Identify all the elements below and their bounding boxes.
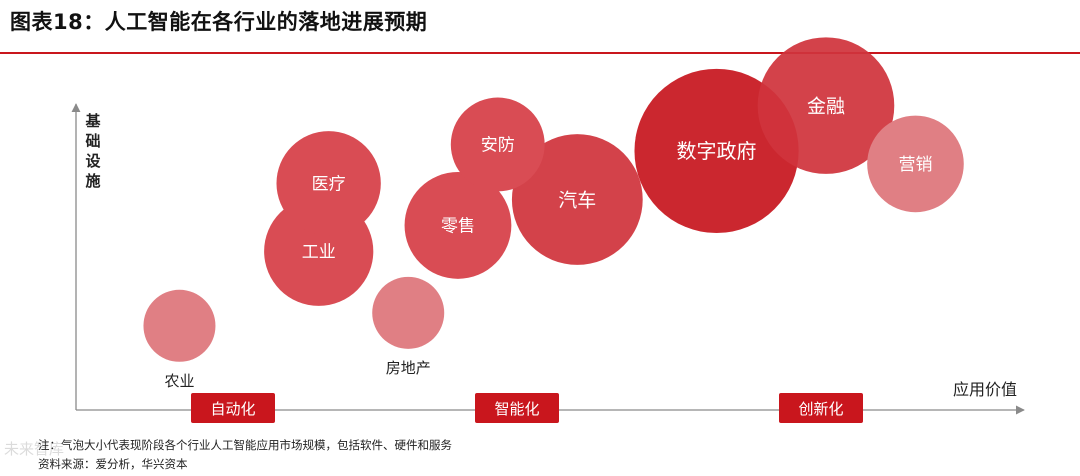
y-axis-label-char: 基 [84, 112, 101, 130]
page-title: 图表18：人工智能在各行业的落地进展预期 [10, 10, 428, 34]
bubble-安防: 安防 [450, 97, 545, 192]
stage-badge: 自动化 [191, 393, 275, 423]
y-axis-label-char: 设 [85, 152, 100, 170]
stage-badge-label: 自动化 [210, 400, 255, 418]
stage-badge: 创新化 [779, 393, 863, 423]
stage-badge-bg [191, 393, 275, 423]
stage-badge-label: 创新化 [798, 400, 843, 418]
bubble-label: 汽车 [558, 189, 596, 211]
bubble-circle [511, 134, 643, 265]
bubble-label: 数字政府 [677, 139, 757, 163]
stage-badge-bg [779, 393, 863, 423]
bubble-农业: 农业 [143, 289, 216, 390]
bubble-circle [757, 37, 895, 174]
bubble-label: 医疗 [312, 174, 346, 194]
title-divider [0, 52, 1080, 54]
x-axis-label: 应用价值 [953, 380, 1017, 399]
bubble-circle [143, 289, 216, 362]
bubble-汽车: 汽车 [511, 134, 643, 265]
y-axis-label-char: 施 [85, 172, 100, 190]
bubble-金融: 金融 [757, 37, 895, 174]
bubble-label: 房地产 [386, 359, 431, 377]
chart-note: 注：气泡大小代表现阶段各个行业人工智能应用市场规模，包括软件、硬件和服务 [38, 438, 452, 452]
bubble-circle [276, 131, 381, 236]
y-axis-label-char: 础 [85, 132, 100, 150]
bubble-医疗: 医疗 [276, 131, 381, 236]
bubble-零售: 零售 [404, 172, 512, 279]
bubble-房地产: 房地产 [372, 276, 445, 377]
bubble-circle [404, 172, 512, 279]
bubble-label: 金融 [807, 95, 845, 117]
bubble-circle [867, 115, 964, 213]
bubble-数字政府: 数字政府 [634, 68, 799, 234]
bubble-label: 零售 [441, 217, 475, 237]
stage-badge-bg [475, 393, 559, 423]
stage-badge-label: 智能化 [494, 400, 539, 418]
stage-badges: 自动化 智能化 创新化 [191, 393, 863, 423]
bubble-营销: 营销 [867, 115, 964, 213]
bubble-label: 营销 [898, 155, 932, 175]
stage-badge: 智能化 [475, 393, 559, 423]
bubble-label: 工业 [302, 242, 336, 262]
bubble-label: 农业 [164, 372, 194, 390]
bubble-circle [634, 68, 799, 234]
chart-source: 资料来源：爱分析，华兴资本 [38, 457, 188, 471]
bubble-circle [372, 276, 445, 349]
bubble-circle [450, 97, 545, 192]
bubble-label: 安防 [481, 136, 515, 156]
